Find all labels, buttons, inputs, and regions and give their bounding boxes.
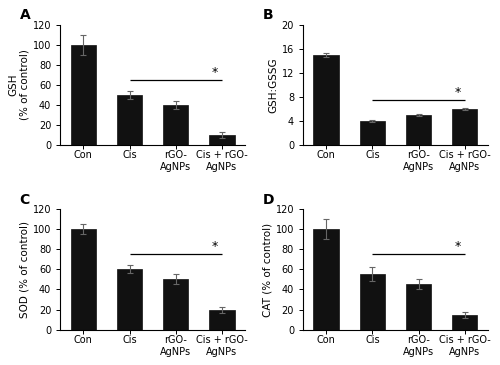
- Text: A: A: [20, 8, 30, 23]
- Bar: [314, 55, 339, 145]
- Y-axis label: SOD (% of control): SOD (% of control): [20, 221, 30, 318]
- Text: *: *: [454, 86, 461, 99]
- Bar: [314, 230, 339, 330]
- Y-axis label: GSH
(% of control): GSH (% of control): [8, 50, 30, 120]
- Bar: [163, 280, 188, 330]
- Bar: [360, 274, 385, 330]
- Text: B: B: [262, 8, 273, 23]
- Bar: [209, 135, 234, 145]
- Bar: [406, 115, 431, 145]
- Text: *: *: [212, 240, 218, 253]
- Bar: [70, 45, 96, 145]
- Bar: [117, 95, 142, 145]
- Bar: [360, 121, 385, 145]
- Bar: [406, 284, 431, 330]
- Y-axis label: GSH:GSSG: GSH:GSSG: [269, 57, 279, 113]
- Bar: [117, 269, 142, 330]
- Bar: [452, 315, 477, 330]
- Text: C: C: [20, 193, 30, 207]
- Bar: [163, 105, 188, 145]
- Text: *: *: [212, 66, 218, 79]
- Y-axis label: CAT (% of control): CAT (% of control): [262, 222, 272, 316]
- Text: *: *: [454, 240, 461, 253]
- Bar: [209, 310, 234, 330]
- Text: D: D: [262, 193, 274, 207]
- Bar: [70, 230, 96, 330]
- Bar: [452, 109, 477, 145]
